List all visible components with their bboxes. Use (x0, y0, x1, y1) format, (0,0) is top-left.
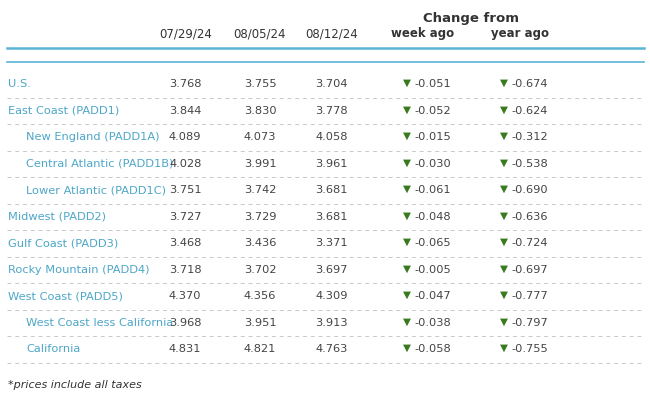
Text: 3.718: 3.718 (169, 265, 202, 275)
Text: -0.038: -0.038 (414, 318, 451, 328)
Text: 4.058: 4.058 (315, 132, 348, 142)
Text: -0.697: -0.697 (512, 265, 549, 275)
Text: ▼: ▼ (500, 343, 508, 353)
Text: -0.058: -0.058 (414, 344, 451, 354)
Text: -0.047: -0.047 (414, 291, 451, 301)
Text: 08/05/24: 08/05/24 (234, 28, 286, 40)
Text: 4.831: 4.831 (169, 344, 202, 354)
Text: -0.051: -0.051 (414, 79, 451, 89)
Text: 07/29/24: 07/29/24 (159, 28, 212, 40)
Text: U.S.: U.S. (8, 79, 31, 89)
Text: -0.065: -0.065 (414, 238, 451, 248)
Text: -0.061: -0.061 (414, 185, 451, 195)
Text: New England (PADD1A): New England (PADD1A) (26, 132, 159, 142)
Text: 3.704: 3.704 (315, 79, 348, 89)
Text: Midwest (PADD2): Midwest (PADD2) (8, 212, 106, 222)
Text: 3.729: 3.729 (244, 212, 276, 222)
Text: ▼: ▼ (500, 131, 508, 141)
Text: -0.797: -0.797 (512, 318, 549, 328)
Text: ▼: ▼ (402, 131, 411, 141)
Text: ▼: ▼ (500, 264, 508, 274)
Text: ▼: ▼ (402, 290, 411, 300)
Text: West Coast (PADD5): West Coast (PADD5) (8, 291, 123, 301)
Text: 3.681: 3.681 (315, 212, 348, 222)
Text: ▼: ▼ (500, 290, 508, 300)
Text: ▼: ▼ (500, 158, 508, 168)
Text: 3.913: 3.913 (315, 318, 348, 328)
Text: 08/12/24: 08/12/24 (305, 28, 358, 40)
Text: -0.538: -0.538 (512, 159, 549, 169)
Text: ▼: ▼ (402, 237, 411, 247)
Text: 4.821: 4.821 (244, 344, 276, 354)
Text: 3.991: 3.991 (244, 159, 276, 169)
Text: 3.702: 3.702 (244, 265, 276, 275)
Text: -0.755: -0.755 (512, 344, 549, 354)
Text: ▼: ▼ (500, 78, 508, 88)
Text: 3.371: 3.371 (315, 238, 348, 248)
Text: 3.830: 3.830 (244, 106, 276, 116)
Text: -0.312: -0.312 (512, 132, 549, 142)
Text: 4.370: 4.370 (169, 291, 202, 301)
Text: ▼: ▼ (500, 184, 508, 194)
Text: 3.755: 3.755 (244, 79, 276, 89)
Text: -0.674: -0.674 (512, 79, 548, 89)
Text: Rocky Mountain (PADD4): Rocky Mountain (PADD4) (8, 265, 150, 275)
Text: 4.028: 4.028 (169, 159, 202, 169)
Text: ▼: ▼ (402, 78, 411, 88)
Text: ▼: ▼ (402, 317, 411, 327)
Text: West Coast less California: West Coast less California (26, 318, 174, 328)
Text: 3.844: 3.844 (169, 106, 202, 116)
Text: *prices include all taxes: *prices include all taxes (8, 380, 142, 390)
Text: -0.005: -0.005 (414, 265, 451, 275)
Text: 4.763: 4.763 (315, 344, 348, 354)
Text: California: California (26, 344, 80, 354)
Text: -0.052: -0.052 (414, 106, 451, 116)
Text: ▼: ▼ (500, 237, 508, 247)
Text: -0.048: -0.048 (414, 212, 451, 222)
Text: ▼: ▼ (402, 343, 411, 353)
Text: ▼: ▼ (402, 184, 411, 194)
Text: ▼: ▼ (402, 158, 411, 168)
Text: ▼: ▼ (402, 211, 411, 221)
Text: 3.778: 3.778 (315, 106, 348, 116)
Text: Central Atlantic (PADD1B): Central Atlantic (PADD1B) (26, 159, 174, 169)
Text: East Coast (PADD1): East Coast (PADD1) (8, 106, 119, 116)
Text: 4.309: 4.309 (315, 291, 348, 301)
Text: 3.768: 3.768 (169, 79, 202, 89)
Text: 3.697: 3.697 (315, 265, 348, 275)
Text: ▼: ▼ (402, 105, 411, 115)
Text: 3.742: 3.742 (244, 185, 276, 195)
Text: 3.468: 3.468 (169, 238, 202, 248)
Text: -0.015: -0.015 (414, 132, 451, 142)
Text: -0.624: -0.624 (512, 106, 548, 116)
Text: Lower Atlantic (PADD1C): Lower Atlantic (PADD1C) (26, 185, 166, 195)
Text: 4.356: 4.356 (244, 291, 276, 301)
Text: ▼: ▼ (500, 211, 508, 221)
Text: 3.751: 3.751 (169, 185, 202, 195)
Text: -0.030: -0.030 (414, 159, 451, 169)
Text: 3.968: 3.968 (169, 318, 202, 328)
Text: 4.089: 4.089 (169, 132, 202, 142)
Text: week ago: week ago (391, 28, 454, 40)
Text: 3.436: 3.436 (244, 238, 276, 248)
Text: year ago: year ago (491, 28, 549, 40)
Text: 3.951: 3.951 (244, 318, 276, 328)
Text: -0.690: -0.690 (512, 185, 549, 195)
Text: ▼: ▼ (500, 105, 508, 115)
Text: -0.636: -0.636 (512, 212, 548, 222)
Text: ▼: ▼ (500, 317, 508, 327)
Text: Gulf Coast (PADD3): Gulf Coast (PADD3) (8, 238, 118, 248)
Text: 3.727: 3.727 (169, 212, 202, 222)
Text: 4.073: 4.073 (244, 132, 276, 142)
Text: -0.724: -0.724 (512, 238, 548, 248)
Text: 3.681: 3.681 (315, 185, 348, 195)
Text: ▼: ▼ (402, 264, 411, 274)
Text: -0.777: -0.777 (512, 291, 549, 301)
Text: Change from: Change from (423, 12, 519, 25)
Text: 3.961: 3.961 (315, 159, 348, 169)
